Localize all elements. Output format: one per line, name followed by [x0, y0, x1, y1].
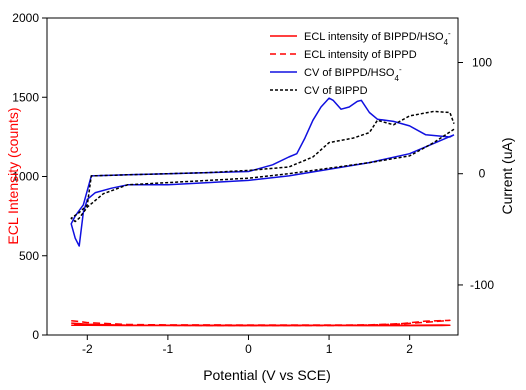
y-right-tick-label-1: 0: [479, 167, 486, 181]
y-axis-left-title: ECL Intensity (counts): [5, 107, 21, 244]
axes-layer: -2 -1 0 1 2 0 500 1000 1500 2000 -100 0 100: [12, 11, 494, 356]
legend-label-cv-hso4: CV of BIPPD/HSO4-: [304, 65, 402, 83]
legend-label-ecl-bippd: ECL intensity of BIPPD: [304, 49, 417, 61]
y-right-tick-label-0: -100: [470, 278, 494, 292]
y-left-tick-label-0: 0: [32, 328, 39, 342]
x-tick-label-2: 0: [245, 342, 252, 356]
series-cv-bippd-hso4: [70, 97, 455, 247]
legend-label-cv-bippd: CV of BIPPD: [304, 85, 368, 97]
legend-label-ecl-hso4: ECL intensity of BIPPD/HSO4-: [304, 29, 451, 47]
y-left-tick-label-3: 1500: [12, 90, 39, 104]
legend: ECL intensity of BIPPD/HSO4- ECL intensi…: [270, 29, 451, 97]
x-tick-label-3: 1: [326, 342, 333, 356]
plot-frame: [46, 17, 459, 336]
y-left-tick-label-1: 500: [19, 249, 39, 263]
series-cv-bippd: [70, 110, 455, 223]
y-axis-right-title: Current (uA): [499, 137, 515, 214]
series-layer: [70, 97, 455, 327]
x-tick-label-1: -1: [163, 342, 174, 356]
x-tick-label-0: -2: [82, 342, 93, 356]
x-tick-label-4: 2: [406, 342, 413, 356]
y-right-tick-label-2: 100: [472, 55, 492, 69]
y-left-tick-label-4: 2000: [12, 11, 39, 25]
y-left-tick-label-2: 1000: [12, 170, 39, 184]
series-ecl-bippd: [71, 319, 451, 327]
x-axis-title: Potential (V vs SCE): [203, 367, 331, 383]
